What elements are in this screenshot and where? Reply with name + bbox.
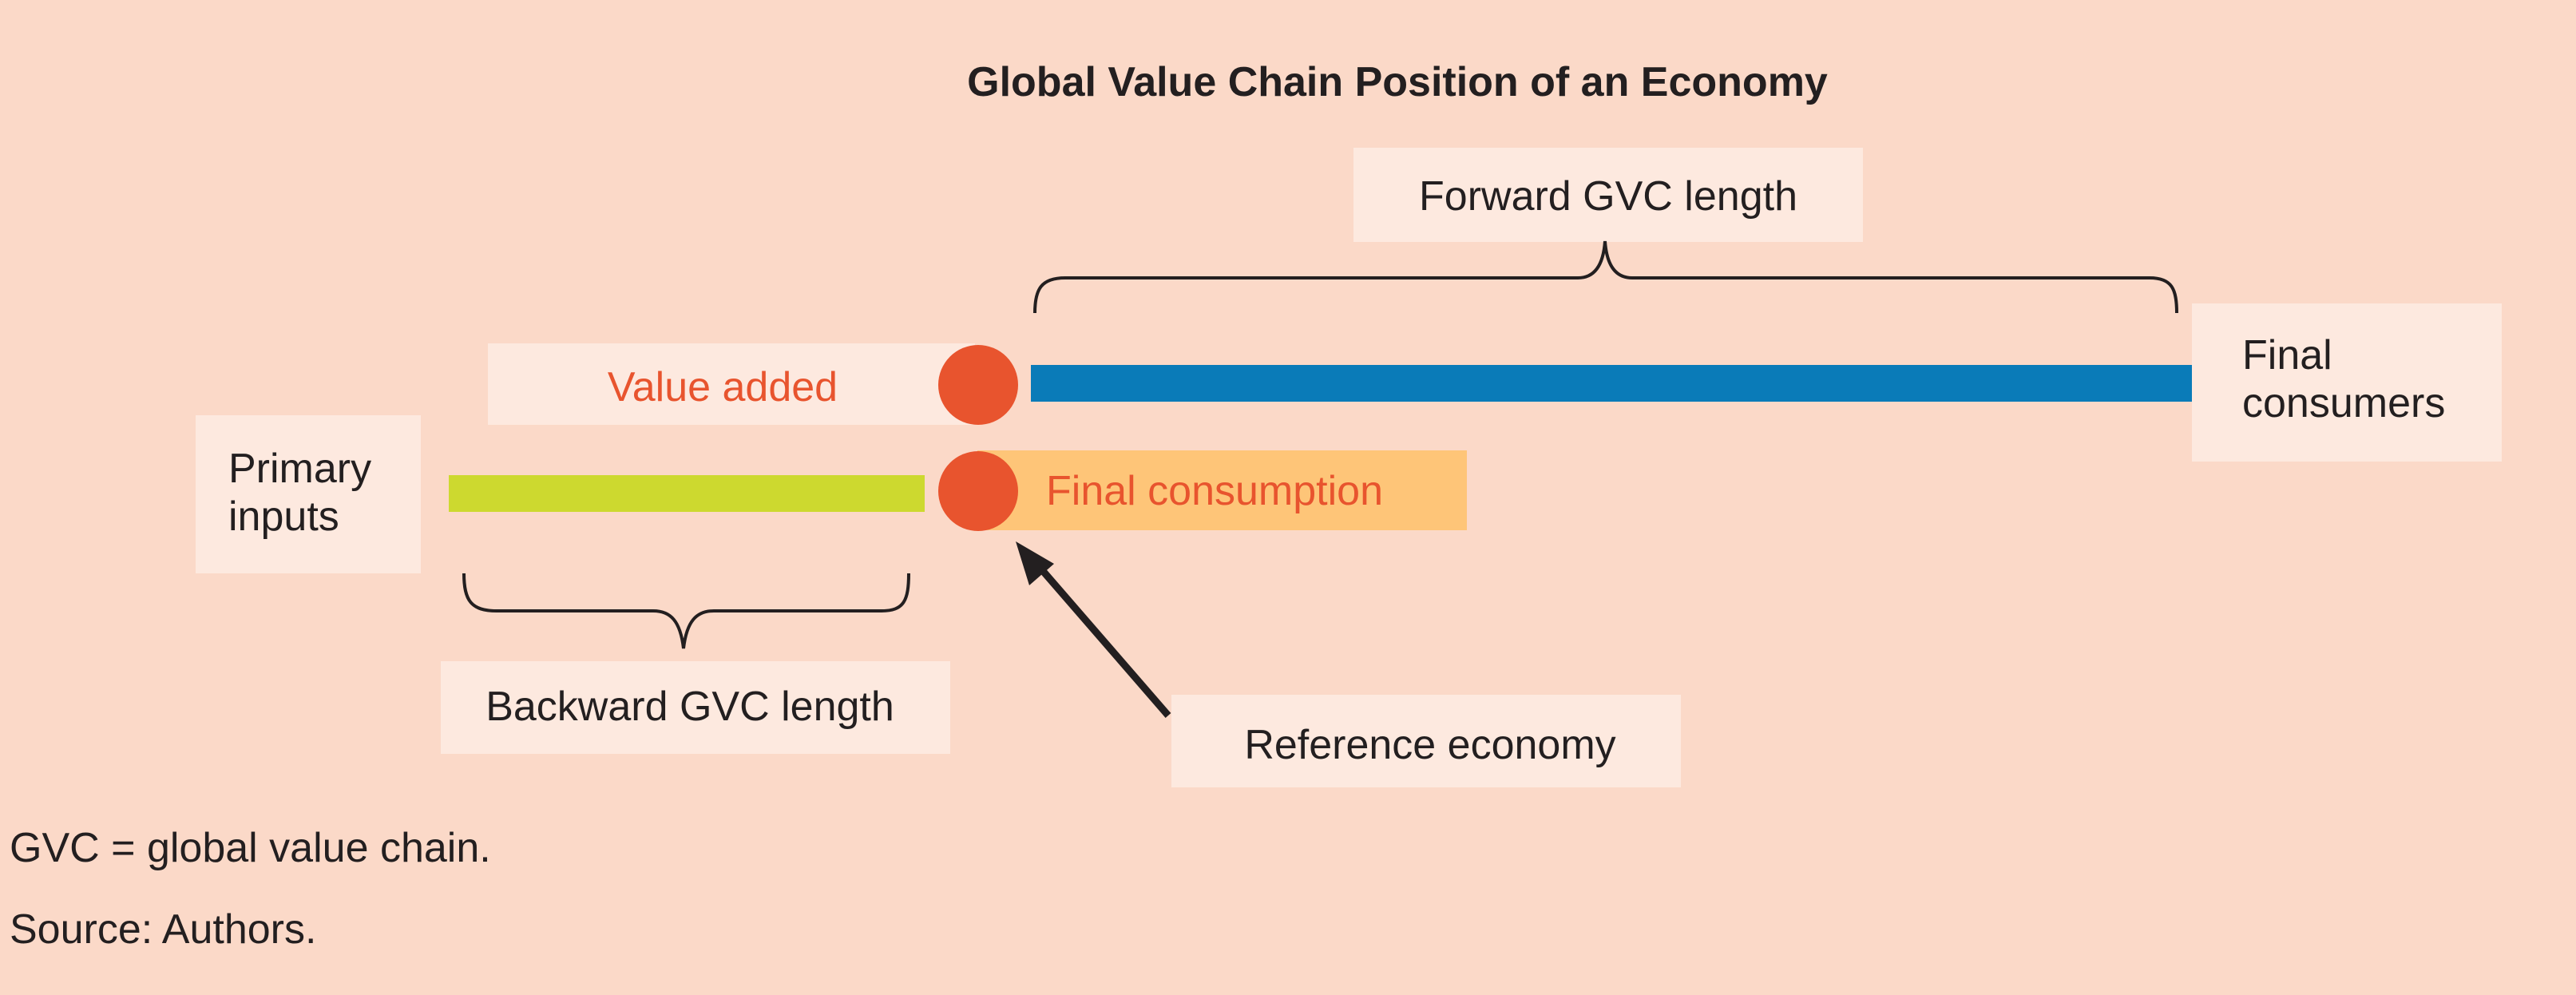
forward-length-box — [1353, 148, 1863, 242]
primary-inputs-label: Primary inputs — [228, 446, 383, 540]
final-consumers-label: Final consumers — [2242, 332, 2445, 426]
reference-economy-label: Reference economy — [1244, 722, 1615, 768]
reference-arrow-head — [1016, 541, 1054, 585]
forward-bar — [1031, 365, 2195, 402]
backward-brace — [462, 573, 910, 649]
reference-arrow-line — [1035, 563, 1171, 718]
source-note: Source: Authors. — [10, 906, 317, 953]
backward-bar — [449, 475, 925, 512]
final-consumers-box — [2192, 303, 2502, 462]
final-consumption-label: Final consumption — [1046, 468, 1383, 514]
reference-economy-box — [1171, 695, 1681, 787]
value-added-node — [938, 345, 1018, 425]
value-added-label: Value added — [608, 364, 838, 410]
final-consumption-node — [938, 451, 1018, 531]
final-consumers-line-2: consumers — [2242, 380, 2445, 426]
forward-brace — [1033, 240, 2178, 314]
primary-inputs-box — [196, 415, 421, 573]
forward-length-label: Forward GVC length — [1419, 173, 1797, 220]
backward-length-label: Backward GVC length — [485, 684, 894, 730]
primary-inputs-line-1: Primary — [228, 446, 371, 492]
abbreviation-note: GVC = global value chain. — [10, 825, 491, 871]
primary-inputs-line-2: inputs — [228, 494, 339, 540]
backward-length-box — [441, 661, 950, 754]
final-consumers-line-1: Final — [2242, 332, 2332, 379]
diagram-title: Global Value Chain Position of an Econom… — [967, 59, 1828, 105]
value-added-box — [488, 343, 975, 425]
final-consumption-box — [977, 450, 1467, 530]
